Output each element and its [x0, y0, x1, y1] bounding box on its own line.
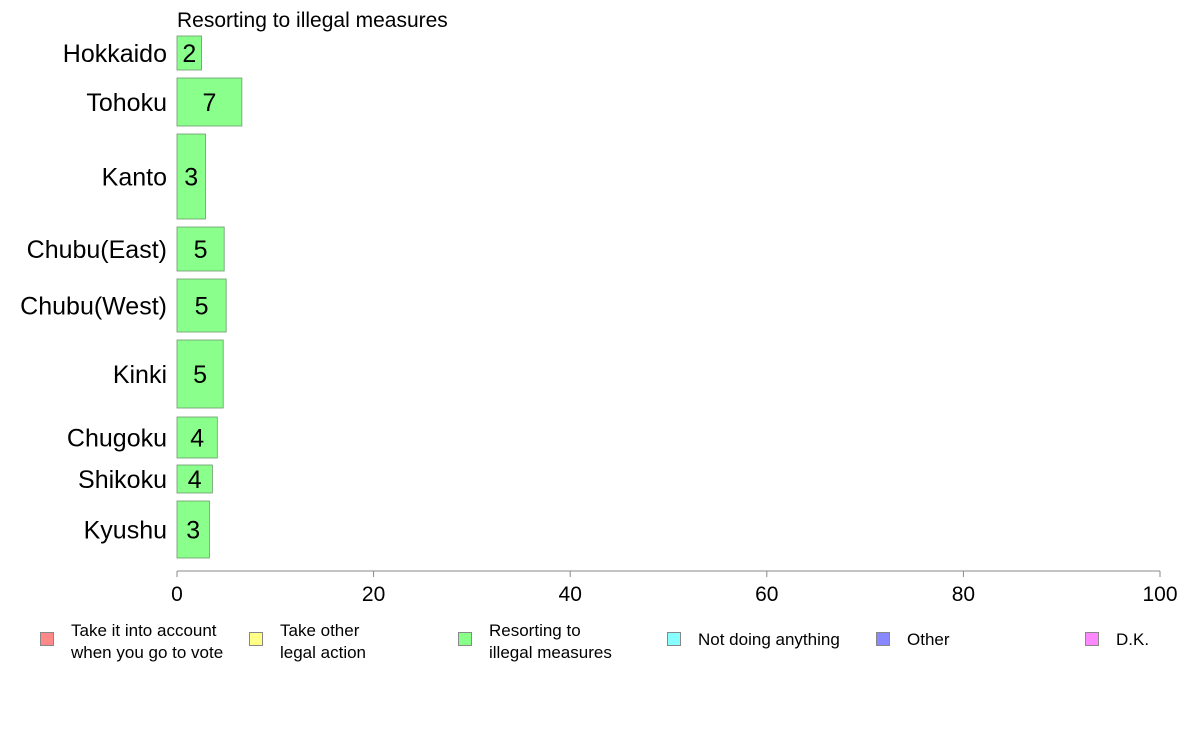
value-label: 4 — [188, 466, 202, 494]
bar-kyushu — [176, 500, 210, 559]
legend-swatch — [249, 632, 263, 646]
legend-label: Other — [907, 630, 950, 649]
bar-tohoku — [176, 77, 243, 127]
category-label: Shikoku — [78, 466, 167, 494]
x-tick-label: 20 — [362, 583, 385, 606]
legend-label: D.K. — [1116, 630, 1150, 649]
bar-chubu-west- — [176, 278, 227, 333]
legend-swatch — [1085, 632, 1099, 646]
bars-group: Hokkaido 2 Tohoku 7 Kanto 3 Chubu(East) 5 Chubu(… — [20, 35, 243, 559]
legend-item: Other — [876, 620, 950, 651]
legend-swatch — [876, 632, 890, 646]
category-label: Chubu(East) — [27, 236, 167, 264]
legend: Take it into account when you go to vote… — [0, 620, 1188, 670]
value-label: 2 — [182, 40, 196, 68]
x-tick-label: 0 — [171, 583, 183, 606]
category-label: Kinki — [113, 361, 167, 389]
value-label: 3 — [186, 517, 200, 545]
legend-item: D.K. — [1085, 620, 1149, 651]
category-label: Kyushu — [84, 517, 167, 545]
category-label: Hokkaido — [63, 40, 167, 68]
legend-item: Take other legal action — [249, 620, 366, 664]
bar-hokkaido — [176, 35, 202, 71]
value-label: 3 — [184, 164, 198, 192]
bar-kinki — [176, 339, 224, 409]
category-label: Chugoku — [67, 425, 167, 453]
legend-item: Not doing anything — [667, 620, 840, 651]
bar-chugoku — [176, 416, 218, 459]
x-tick-label: 80 — [952, 583, 975, 606]
x-tick-label: 60 — [755, 583, 778, 606]
category-label: Tohoku — [86, 89, 167, 117]
legend-label: Take other legal action — [280, 621, 367, 662]
x-tick-label: 100 — [1142, 583, 1177, 606]
value-label: 5 — [193, 361, 207, 389]
value-label: 7 — [202, 89, 216, 117]
x-axis: 0 20 40 60 80 100 — [171, 570, 1178, 606]
value-label: 5 — [194, 236, 208, 264]
legend-swatch — [40, 632, 54, 646]
value-label: 4 — [190, 425, 204, 453]
legend-item: Take it into account when you go to vote — [40, 620, 223, 664]
chart-title: Resorting to illegal measures — [177, 9, 448, 32]
x-tick-label: 40 — [559, 583, 582, 606]
legend-item: Resorting to illegal measures — [458, 620, 612, 664]
legend-label: Resorting to illegal measures — [489, 621, 612, 662]
legend-label: Take it into account when you go to vote — [71, 621, 224, 662]
bar-shikoku — [176, 464, 213, 494]
bar-chubu-east- — [176, 226, 225, 272]
legend-label: Not doing anything — [698, 630, 840, 649]
value-label: 5 — [195, 293, 209, 321]
legend-swatch — [667, 632, 681, 646]
category-label: Chubu(West) — [20, 293, 167, 321]
legend-swatch — [458, 632, 472, 646]
category-label: Kanto — [102, 164, 167, 192]
bar-kanto — [176, 133, 206, 220]
